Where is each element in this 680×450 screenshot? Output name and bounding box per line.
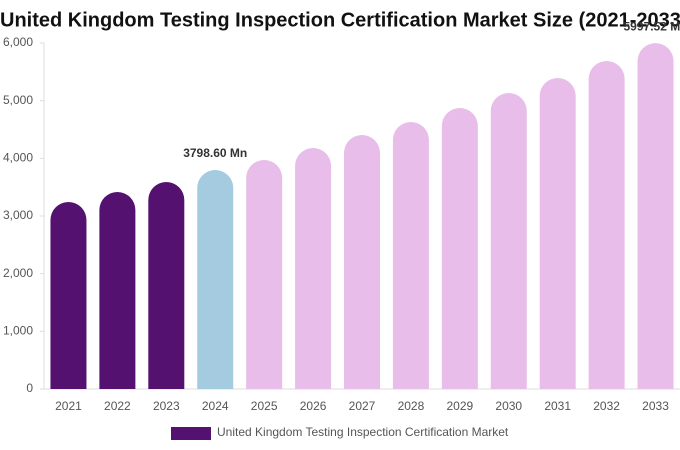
y-tick-label: 3,000 — [3, 208, 33, 222]
bar — [99, 192, 136, 389]
x-tick-label: 2023 — [153, 399, 180, 413]
y-tick-label: 2,000 — [3, 266, 33, 280]
y-tick-label: 6,000 — [3, 35, 33, 49]
legend-label: United Kingdom Testing Inspection Certif… — [217, 425, 509, 439]
chart-title: United Kingdom Testing Inspection Certif… — [0, 9, 680, 31]
y-tick-label: 0 — [26, 381, 33, 395]
y-tick-label: 4,000 — [3, 151, 33, 165]
y-tick-label: 5,000 — [3, 93, 33, 107]
bar — [197, 169, 234, 389]
bar — [50, 201, 87, 389]
x-tick-label: 2028 — [398, 399, 425, 413]
y-tick-label: 1,000 — [3, 324, 33, 338]
bar — [588, 60, 625, 389]
x-tick-label: 2027 — [349, 399, 376, 413]
x-tick-label: 2021 — [55, 399, 82, 413]
legend-swatch — [171, 427, 211, 440]
bar — [441, 107, 478, 390]
x-tick-label: 2022 — [104, 399, 131, 413]
bar — [246, 160, 283, 389]
x-tick-label: 2024 — [202, 399, 229, 413]
x-tick-label: 2026 — [300, 399, 327, 413]
x-tick-label: 2031 — [544, 399, 571, 413]
x-tick-label: 2025 — [251, 399, 278, 413]
value-label: 3798.60 Mn — [183, 146, 247, 160]
x-tick-label: 2030 — [495, 399, 522, 413]
bar — [344, 134, 380, 389]
bar — [295, 148, 332, 389]
bar — [637, 43, 674, 390]
x-tick-label: 2033 — [642, 399, 669, 413]
x-tick-label: 2029 — [446, 399, 473, 413]
x-tick-label: 2032 — [593, 399, 620, 413]
bar — [539, 78, 576, 390]
bar — [490, 92, 527, 389]
bar — [392, 122, 429, 389]
bar — [148, 181, 185, 389]
value-label: 5997.52 Mn — [624, 19, 680, 33]
